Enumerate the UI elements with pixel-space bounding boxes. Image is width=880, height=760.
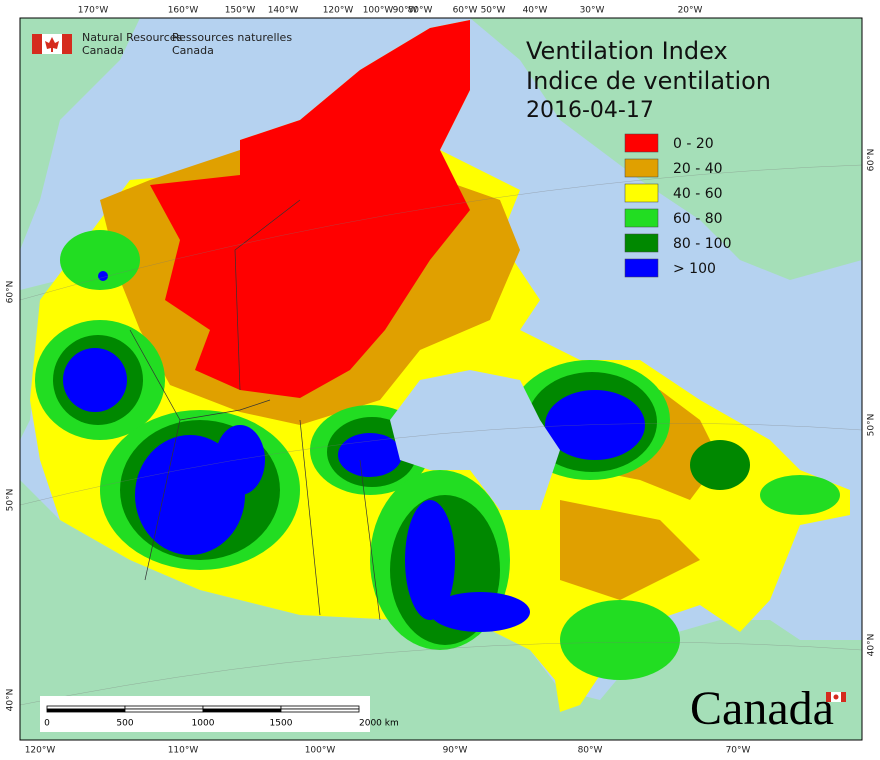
map-date: 2016-04-17	[526, 98, 654, 123]
legend-label: 60 - 80	[673, 211, 723, 227]
legend-label: 0 - 20	[673, 136, 714, 152]
longitude-label: 100°W	[363, 6, 394, 16]
canada-wordmark: Canada	[690, 682, 834, 735]
scale-segment	[124, 708, 204, 713]
scale-segment	[124, 705, 204, 710]
hudson-bay	[390, 370, 560, 510]
scale-bar: 0 500 1000 1500 2000 km	[40, 696, 399, 732]
legend-label: 40 - 60	[673, 186, 723, 202]
legend-label: > 100	[673, 261, 716, 277]
scale-bg	[40, 696, 370, 732]
longitude-label: 60°W	[453, 6, 478, 16]
longitude-label: 80°W	[578, 746, 603, 756]
legend: 0 - 20 20 - 40 40 - 60 60 - 80 80 - 100 > 100	[624, 133, 732, 278]
scale-segment	[202, 708, 282, 713]
legend-swatch	[624, 183, 659, 203]
greenland	[470, 18, 862, 280]
longitude-label: 90°W	[443, 746, 468, 756]
latitude-label: 40°N	[867, 634, 877, 657]
latitude-label: 60°N	[867, 149, 877, 172]
longitude-label: 80°W	[408, 6, 433, 16]
longitude-label: 100°W	[305, 746, 336, 756]
scale-segment	[46, 705, 126, 710]
agency-flag	[32, 34, 72, 54]
longitude-label: 140°W	[268, 6, 299, 16]
longitude-label: 170°W	[78, 6, 109, 16]
agency-en: Canada	[82, 44, 124, 57]
agency-fr: Canada	[172, 44, 214, 57]
scale-label: 500	[116, 719, 133, 729]
latitude-label: 40°N	[6, 689, 16, 712]
scale-label: 0	[44, 719, 50, 729]
longitude-label: 50°W	[481, 6, 506, 16]
latitude-label: 50°N	[6, 489, 16, 512]
longitude-label: 120°W	[25, 746, 56, 756]
map-title: Ventilation Index	[526, 37, 728, 65]
legend-label: 80 - 100	[673, 236, 732, 252]
legend-swatch	[624, 233, 659, 253]
zone-red	[150, 20, 470, 398]
longitude-label: 160°W	[168, 6, 199, 16]
province-borders	[129, 199, 381, 621]
legend-swatch	[624, 158, 659, 178]
longitude-label: 150°W	[225, 6, 256, 16]
longitude-label: 120°W	[323, 6, 354, 16]
legend-swatch	[624, 258, 659, 278]
scale-label: 1500	[270, 719, 293, 729]
scale-segment	[46, 708, 126, 713]
graticule-labels: 170°W 160°W 150°W 140°W 120°W 100°W 90°W80°W 60…	[6, 6, 877, 756]
legend-swatch	[624, 208, 659, 228]
map-title: Indice de ventilation	[526, 67, 771, 95]
agency-en: Natural Resources	[82, 31, 183, 44]
latitude-label: 60°N	[6, 281, 16, 304]
legend-label: 20 - 40	[673, 161, 723, 177]
agency-fr: Ressources naturelles	[172, 31, 292, 44]
wordmark-flag	[826, 692, 846, 702]
scale-segment	[202, 705, 282, 710]
longitude-label: 110°W	[168, 746, 199, 756]
longitude-label: 20°W	[678, 6, 703, 16]
map-frame	[19, 17, 863, 741]
scale-segment	[280, 708, 360, 713]
scale-segment	[280, 705, 360, 710]
longitude-label: 30°W	[580, 6, 605, 16]
latitude-label: 50°N	[867, 414, 877, 437]
scale-label: 2000 km	[359, 719, 399, 729]
canada	[30, 20, 850, 712]
longitude-label: 40°W	[523, 6, 548, 16]
longitude-label: 90°W	[393, 6, 418, 16]
legend-swatch	[624, 133, 659, 153]
usa	[20, 480, 862, 740]
zone-orange-south	[560, 500, 700, 600]
longitude-label: 70°W	[726, 746, 751, 756]
blue-zones	[63, 271, 645, 632]
graticule	[19, 164, 863, 706]
scale-label: 1000	[192, 719, 215, 729]
siberia	[20, 18, 140, 250]
